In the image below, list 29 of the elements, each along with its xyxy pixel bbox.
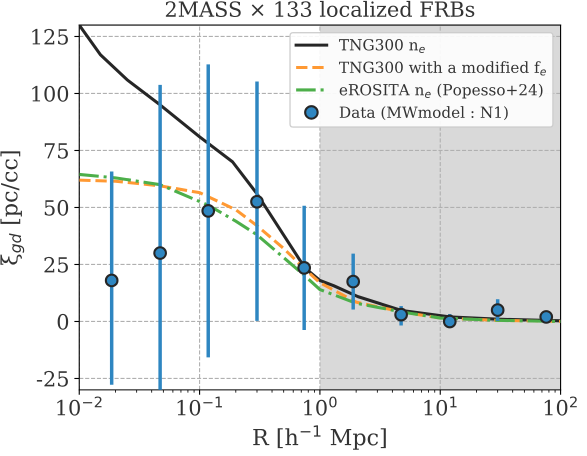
y-tick-label: 100 xyxy=(32,86,68,102)
x-tick-label: 10$^{−2}$ xyxy=(57,396,102,416)
point xyxy=(297,261,312,275)
point xyxy=(201,204,216,218)
point xyxy=(490,303,505,317)
legend-label: Data (MWmodel : N1) xyxy=(340,106,508,120)
point xyxy=(104,274,119,288)
x-axis-title: R [h$^{−1}$ Mpc] xyxy=(253,425,386,450)
y-tick-label: -25 xyxy=(36,370,68,387)
y-axis-title: ξ$_{gd}$ [pc/cc] xyxy=(0,151,24,265)
x-tick-label: 10$^{0}$ xyxy=(304,396,337,416)
legend-label: eROSITA n$_{e}$ (Popesso+24) xyxy=(340,84,543,98)
chart-title: 2MASS × 133 localized FRBs xyxy=(166,0,474,18)
point xyxy=(539,310,554,324)
x-tick-label: 10$^{2}$ xyxy=(544,396,577,416)
y-tick-label: 0 xyxy=(58,314,68,330)
x-tick-label: 10$^{1}$ xyxy=(424,396,457,416)
y-tick-label: 125 xyxy=(32,28,68,45)
point xyxy=(394,308,408,322)
point xyxy=(442,314,457,328)
point xyxy=(250,194,264,209)
x-tick-label: 10$^{−1}$ xyxy=(178,396,222,416)
legend-label: TNG300 n$_{e}$ xyxy=(339,38,425,53)
point xyxy=(346,274,360,288)
y-tick-label: 75 xyxy=(44,143,68,159)
point xyxy=(153,246,167,260)
y-tick-label: 25 xyxy=(44,256,68,273)
y-tick-label: 50 xyxy=(44,200,68,216)
legend-label: TNG300 with a modified f$_{e}$ xyxy=(339,61,546,76)
